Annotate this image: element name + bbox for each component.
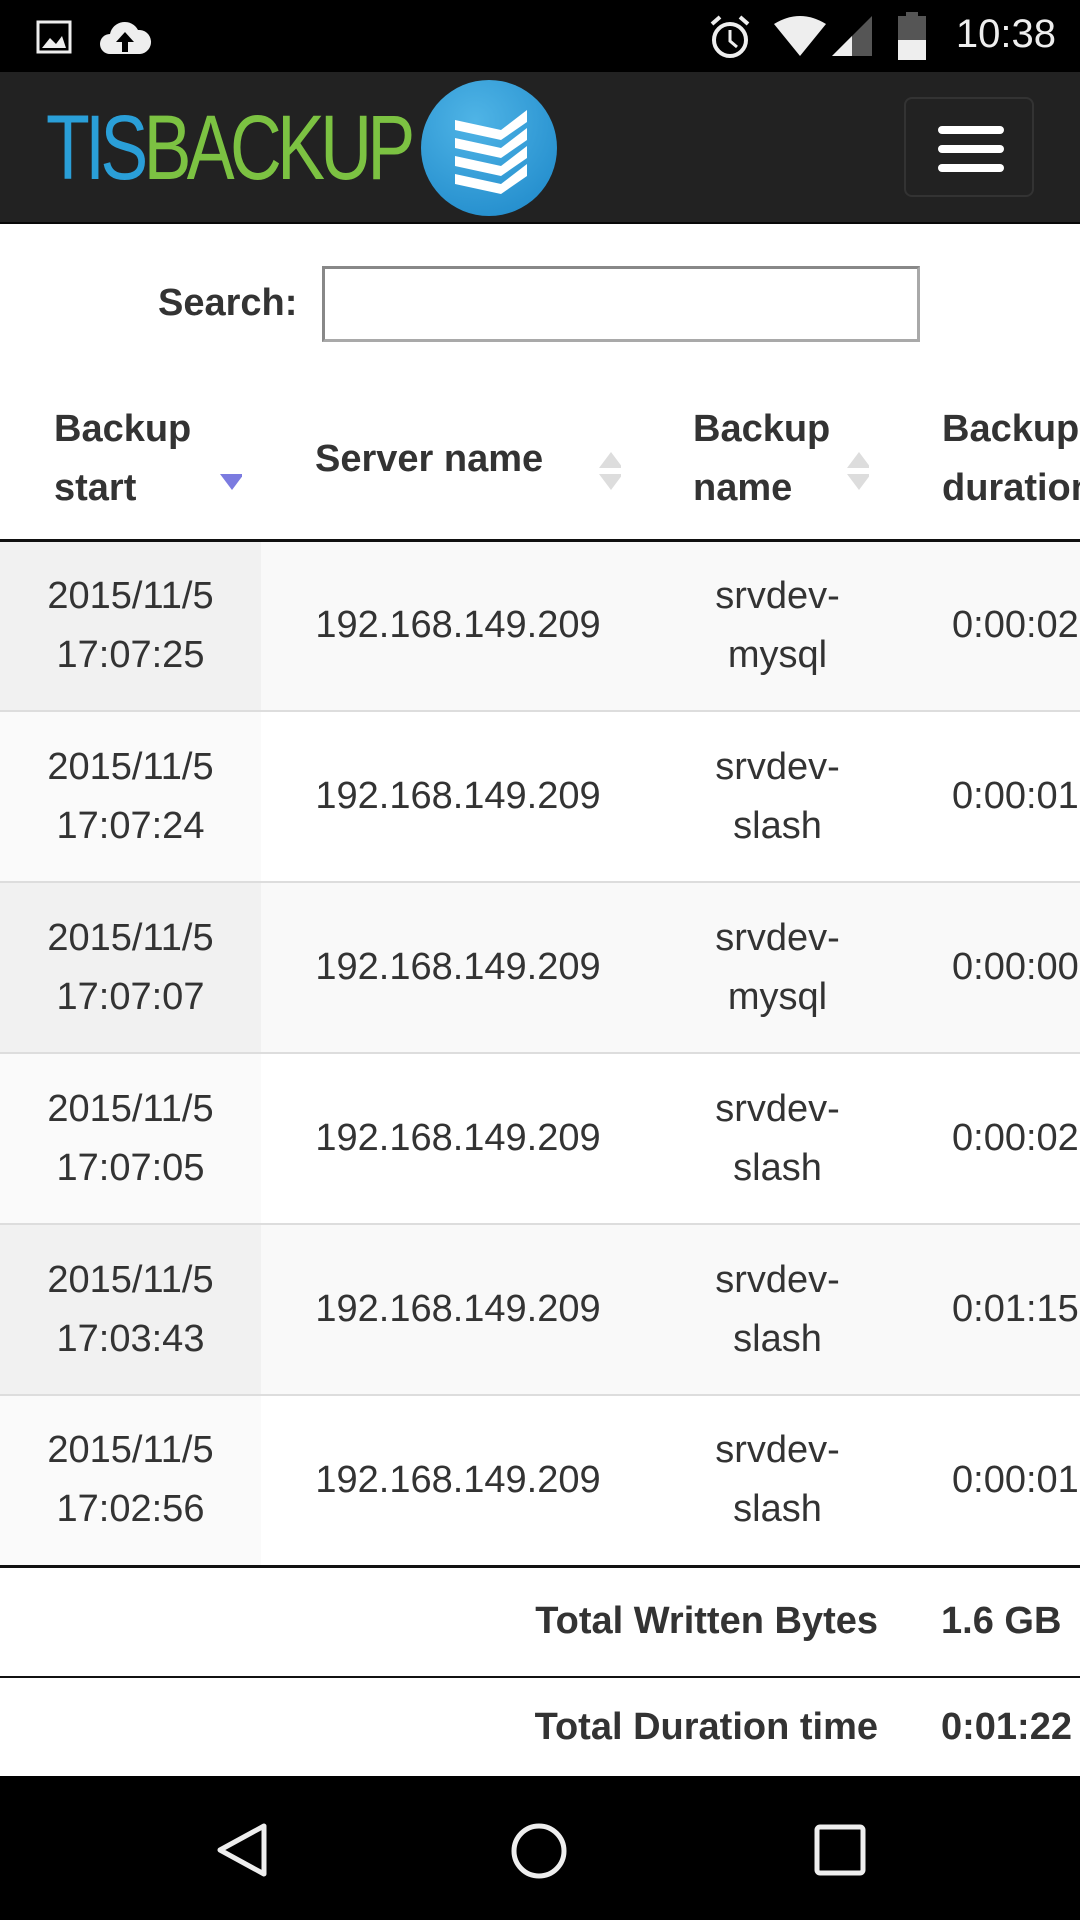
- table-row[interactable]: 2015/11/5 17:07:05 192.168.149.209 srvdev-s…: [0, 1052, 1080, 1224]
- footer-total-written-bytes: Total Written Bytes 1.6 GB: [0, 1564, 1080, 1677]
- backup-name-line: mysql: [727, 633, 828, 676]
- backup-name-line: srvdev-: [715, 1258, 840, 1301]
- start-time: 17:02:56: [56, 1488, 205, 1531]
- backup-name-line: slash: [733, 1146, 822, 1189]
- table-row[interactable]: 2015/11/5 17:02:56 192.168.149.209 srvdev-s…: [0, 1394, 1080, 1566]
- cell-server-name: 192.168.149.209: [261, 540, 655, 711]
- alarm-icon: [710, 15, 750, 58]
- cell-backup-name: srvdev-mysql: [655, 881, 900, 1053]
- cell-backup-duration: 0:00:00: [900, 881, 1080, 1053]
- logo[interactable]: TISBACKUP: [46, 102, 415, 194]
- footer-total-duration: Total Duration time 0:01:22: [0, 1676, 1080, 1776]
- column-header-server-name[interactable]: Server name: [261, 380, 655, 542]
- backup-name-line: srvdev-: [715, 574, 840, 617]
- recent-apps-icon[interactable]: [814, 1822, 866, 1883]
- battery-icon: [898, 12, 926, 60]
- logo-text-tis: TIS: [46, 97, 148, 199]
- cell-server-name: 192.168.149.209: [261, 1052, 655, 1224]
- total-label: Total Written Bytes: [261, 1564, 900, 1677]
- backup-name-line: slash: [733, 1317, 822, 1360]
- search-label: Search:: [158, 282, 298, 324]
- cloud-upload-icon: [100, 21, 152, 55]
- start-date: 2015/11/5: [47, 574, 214, 617]
- cell-backup-duration: 0:00:02: [900, 540, 1080, 711]
- cell-backup-duration: 0:00:01: [900, 710, 1080, 882]
- cell-backup-start: 2015/11/5 17:07:07: [0, 881, 261, 1053]
- start-date: 2015/11/5: [47, 1429, 214, 1472]
- backup-name-line: srvdev-: [715, 1429, 840, 1472]
- cell-backup-start: 2015/11/5 17:03:43: [0, 1223, 261, 1395]
- total-label: Total Duration time: [261, 1676, 900, 1776]
- backup-name-line: slash: [733, 1488, 822, 1531]
- backup-name-line: srvdev-: [715, 916, 840, 959]
- backup-name-line: slash: [733, 804, 822, 847]
- start-time: 17:07:25: [56, 633, 205, 676]
- home-icon[interactable]: [510, 1822, 568, 1885]
- cell-backup-start: 2015/11/5 17:02:56: [0, 1394, 261, 1566]
- cell-backup-start: 2015/11/5 17:07:25: [0, 540, 261, 711]
- clock: 10:38: [955, 12, 1056, 56]
- header-label: Backup duration: [942, 408, 1080, 510]
- sort-both-icon: [847, 452, 869, 490]
- sort-desc-icon: [220, 474, 242, 490]
- cell-backup-start: 2015/11/5 17:07:24: [0, 710, 261, 882]
- column-header-backup-start[interactable]: Backup start: [0, 380, 261, 542]
- table-row[interactable]: 2015/11/5 17:03:43 192.168.149.209 srvdev-s…: [0, 1223, 1080, 1395]
- sort-both-icon: [599, 452, 621, 490]
- cell-backup-name: srvdev-mysql: [655, 540, 900, 711]
- image-icon: [36, 20, 72, 54]
- cell-backup-name: srvdev-slash: [655, 1052, 900, 1224]
- column-header-backup-duration[interactable]: Backup duration: [900, 380, 1080, 542]
- back-icon[interactable]: [214, 1822, 270, 1883]
- search-bar: Search:: [0, 266, 1080, 342]
- column-header-backup-name[interactable]: Backup name: [655, 380, 900, 542]
- table-row[interactable]: 2015/11/5 17:07:07 192.168.149.209 srvdev-m…: [0, 881, 1080, 1053]
- signal-icon: [832, 16, 872, 56]
- cell-server-name: 192.168.149.209: [261, 881, 655, 1053]
- backup-name-line: mysql: [727, 975, 828, 1018]
- cell-server-name: 192.168.149.209: [261, 710, 655, 882]
- start-date: 2015/11/5: [47, 1258, 214, 1301]
- wifi-icon: [774, 16, 826, 56]
- table-row[interactable]: 2015/11/5 17:07:24 192.168.149.209 srvdev-s…: [0, 710, 1080, 882]
- start-time: 17:07:05: [56, 1146, 205, 1189]
- start-date: 2015/11/5: [47, 1087, 214, 1130]
- search-input[interactable]: [322, 266, 920, 342]
- start-time: 17:03:43: [56, 1317, 205, 1360]
- cell-backup-duration: 0:00:01: [900, 1394, 1080, 1566]
- cell-server-name: 192.168.149.209: [261, 1223, 655, 1395]
- cell-backup-duration: 0:01:15: [900, 1223, 1080, 1395]
- cell-backup-name: srvdev-slash: [655, 1394, 900, 1566]
- navbar: TISBACKUP: [0, 72, 1080, 224]
- cell-backup-start: 2015/11/5 17:07:05: [0, 1052, 261, 1224]
- backup-name-line: srvdev-: [715, 745, 840, 788]
- cell-backup-name: srvdev-slash: [655, 1223, 900, 1395]
- cell-backup-name: srvdev-slash: [655, 710, 900, 882]
- total-value: 0:01:22: [900, 1676, 1080, 1776]
- header-label: Backup name: [693, 408, 831, 510]
- header-label: Backup start: [54, 408, 192, 510]
- start-time: 17:07:07: [56, 975, 205, 1018]
- status-bar: 10:38: [0, 0, 1080, 72]
- cell-server-name: 192.168.149.209: [261, 1394, 655, 1566]
- start-time: 17:07:24: [56, 804, 205, 847]
- total-value: 1.6 GB: [900, 1564, 1080, 1677]
- header-label: Server name: [315, 437, 544, 480]
- backup-table: Backup start Server name Backup name Bac…: [0, 380, 1080, 1776]
- start-date: 2015/11/5: [47, 916, 214, 959]
- table-row[interactable]: 2015/11/5 17:07:25 192.168.149.209 srvdev-m…: [0, 540, 1080, 711]
- start-date: 2015/11/5: [47, 745, 214, 788]
- system-navigation-bar: [0, 1776, 1080, 1920]
- hamburger-menu-button[interactable]: [904, 97, 1034, 197]
- logo-stack-icon: [421, 80, 557, 216]
- backup-name-line: srvdev-: [715, 1087, 840, 1130]
- cell-backup-duration: 0:00:02: [900, 1052, 1080, 1224]
- logo-text-backup: BACKUP: [143, 97, 416, 199]
